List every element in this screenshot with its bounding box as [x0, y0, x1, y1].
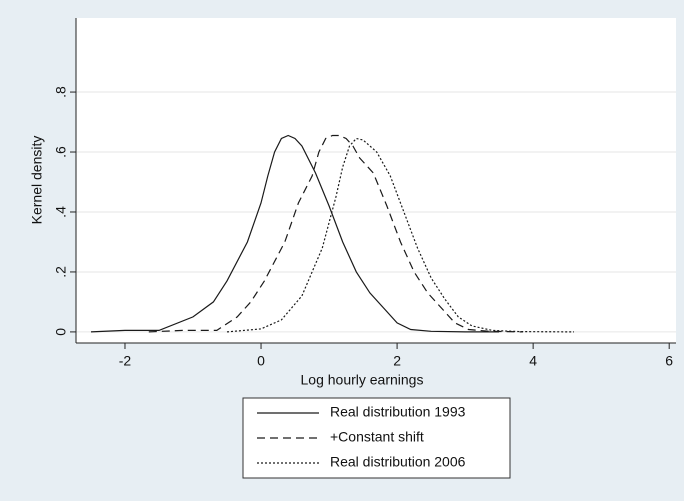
legend-label: +Constant shift [330, 429, 424, 445]
y-tick-label: .2 [53, 266, 69, 278]
x-tick-label: 0 [257, 353, 265, 369]
y-axis-title: Kernel density [29, 136, 45, 225]
y-tick-label: .8 [53, 86, 69, 98]
y-tick-label: .4 [53, 206, 69, 218]
legend-label: Real distribution 2006 [330, 454, 466, 470]
legend-label: Real distribution 1993 [330, 404, 466, 420]
x-tick-label: 6 [665, 353, 673, 369]
y-tick-label: .6 [53, 146, 69, 158]
x-tick-label: -2 [119, 353, 132, 369]
x-axis-title: Log hourly earnings [301, 372, 424, 388]
line [148, 134, 523, 333]
x-tick-label: 4 [529, 353, 537, 369]
line [90, 134, 500, 333]
line [226, 137, 575, 333]
x-tick-label: 2 [393, 353, 401, 369]
y-tick-label: 0 [53, 328, 69, 336]
